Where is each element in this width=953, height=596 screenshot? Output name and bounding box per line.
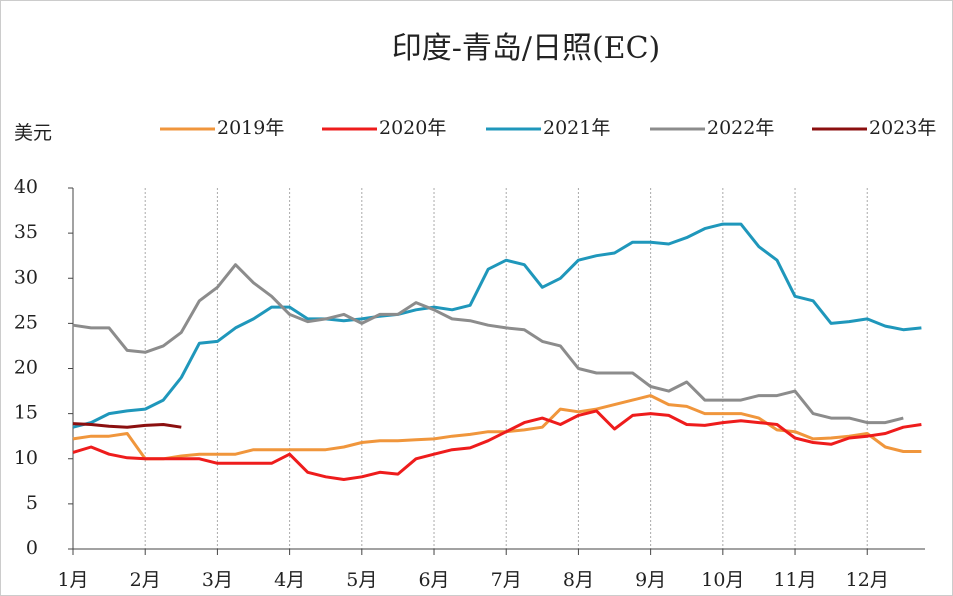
series-line (72, 422, 182, 429)
x-tick-label: 11月 (773, 569, 816, 591)
x-tick-label: 2月 (130, 569, 161, 591)
chart-title: 印度-青岛/日照(EC) (392, 31, 661, 66)
legend-label: 2021年 (543, 117, 610, 139)
legend-label: 2019年 (217, 117, 284, 139)
y-tick-label: 40 (14, 176, 38, 198)
x-tick-label: 5月 (346, 569, 377, 591)
legend-label: 2022年 (707, 117, 774, 139)
x-tick-label: 8月 (563, 569, 594, 591)
x-tick-label: 6月 (418, 569, 449, 591)
legend-label: 2023年 (869, 117, 936, 139)
y-tick-label: 35 (14, 221, 38, 243)
series-line (72, 263, 904, 425)
x-tick-label: 4月 (274, 569, 305, 591)
y-tick-label: 20 (14, 357, 38, 379)
y-axis-label: 美元 (14, 122, 52, 144)
y-tick-label: 30 (14, 266, 38, 288)
x-tick-label: 9月 (635, 569, 666, 591)
y-tick-label: 5 (26, 492, 38, 514)
y-tick-label: 10 (14, 447, 38, 469)
x-tick-label: 3月 (202, 569, 233, 591)
series-line (72, 394, 922, 461)
x-tick-label: 1月 (57, 569, 88, 591)
y-tick-label: 25 (14, 311, 38, 333)
x-tick-label: 7月 (491, 569, 522, 591)
series-line (72, 409, 922, 481)
legend-label: 2020年 (379, 117, 446, 139)
series-line (72, 222, 922, 429)
y-tick-label: 0 (26, 537, 38, 559)
y-tick-label: 15 (14, 402, 38, 424)
x-tick-label: 12月 (846, 569, 889, 591)
x-tick-label: 10月 (701, 569, 744, 591)
